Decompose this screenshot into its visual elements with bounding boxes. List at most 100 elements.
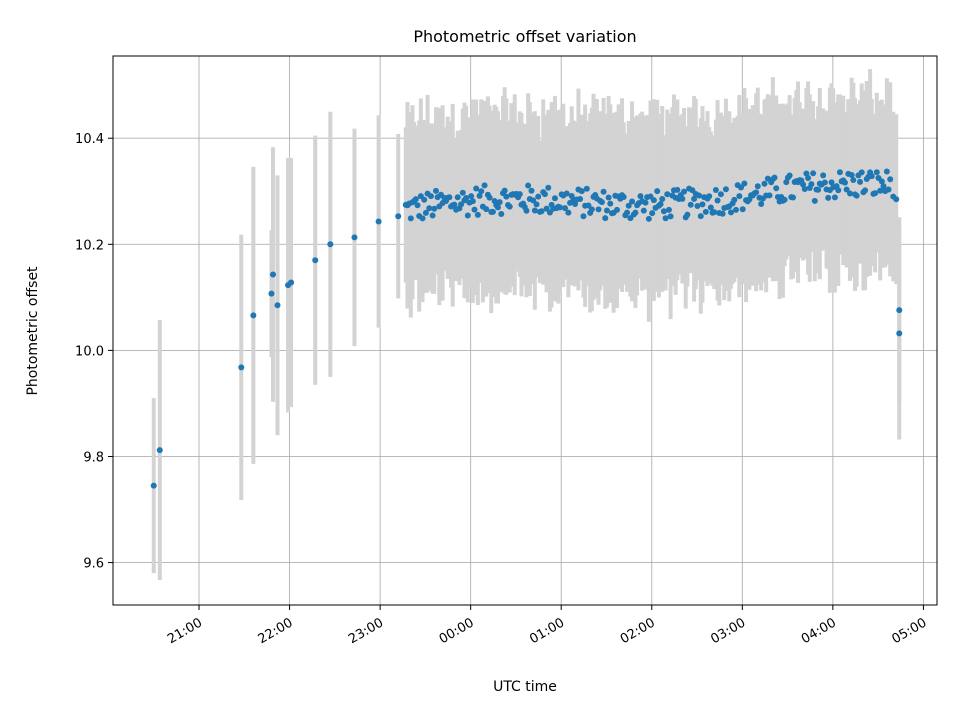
data-point	[238, 364, 245, 371]
data-point	[545, 184, 552, 191]
data-point	[473, 185, 480, 192]
data-point	[727, 209, 734, 216]
x-tick-label: 01:00	[527, 615, 567, 647]
data-point	[250, 312, 257, 319]
data-point	[578, 188, 585, 195]
data-point	[464, 212, 471, 219]
data-point	[664, 191, 671, 198]
data-point	[471, 206, 478, 213]
data-point	[156, 447, 163, 454]
data-point	[556, 204, 563, 211]
data-point	[731, 196, 738, 203]
data-point	[789, 194, 796, 201]
x-tick-label: 02:00	[618, 615, 658, 647]
data-point	[538, 208, 545, 215]
data-point	[645, 215, 652, 222]
data-point	[843, 186, 850, 193]
data-point	[583, 185, 590, 192]
data-point	[766, 192, 773, 199]
data-point	[531, 207, 538, 214]
data-point	[268, 290, 275, 297]
plot-frame	[112, 55, 938, 606]
data-point	[733, 206, 740, 213]
data-point	[426, 205, 433, 212]
data-point	[868, 173, 875, 180]
data-point	[717, 191, 724, 198]
y-tick-label: 10.4	[75, 132, 104, 147]
data-point	[427, 193, 434, 200]
y-tick-label: 10.2	[75, 238, 104, 253]
data-point	[312, 257, 319, 264]
data-point	[681, 188, 688, 195]
data-point	[431, 205, 438, 212]
data-point	[607, 200, 614, 207]
data-point	[853, 192, 860, 199]
data-point	[565, 209, 572, 216]
data-point	[659, 195, 666, 202]
data-point	[375, 218, 382, 225]
data-point	[783, 179, 790, 186]
data-point	[872, 190, 879, 197]
x-tick-label: 00:00	[437, 615, 477, 647]
data-point	[503, 193, 510, 200]
data-point	[808, 181, 815, 188]
data-point	[687, 201, 694, 208]
data-point	[474, 211, 481, 218]
data-point	[707, 204, 714, 211]
data-point	[880, 183, 887, 190]
data-point	[432, 187, 439, 194]
data-point	[637, 193, 644, 200]
data-point	[580, 213, 587, 220]
data-point	[719, 210, 726, 217]
point-layer	[150, 168, 903, 489]
data-point	[654, 188, 661, 195]
data-point	[463, 195, 470, 202]
y-tick-label: 9.8	[83, 450, 104, 465]
data-point	[288, 279, 295, 286]
data-point	[862, 187, 869, 194]
data-point	[699, 201, 706, 208]
x-tick-label: 03:00	[708, 615, 748, 647]
y-tick-label: 9.6	[83, 557, 104, 572]
data-point	[835, 187, 842, 194]
data-point	[831, 194, 838, 201]
data-point	[674, 186, 681, 193]
data-point	[887, 176, 894, 183]
data-point	[274, 302, 281, 309]
data-point	[395, 213, 402, 220]
data-point	[577, 196, 584, 203]
data-point	[528, 187, 535, 194]
data-point	[632, 209, 639, 216]
chart-title: Photometric offset variation	[413, 27, 636, 46]
x-tick-label: 22:00	[256, 615, 296, 647]
data-point	[896, 330, 903, 337]
data-point	[893, 196, 900, 203]
x-tick-label: 05:00	[889, 615, 929, 647]
data-point	[846, 190, 853, 197]
data-point	[269, 271, 276, 278]
data-point	[530, 197, 537, 204]
data-point	[696, 192, 703, 199]
data-point	[476, 192, 483, 199]
data-point	[850, 177, 857, 184]
data-point	[821, 179, 828, 186]
data-point	[877, 187, 884, 194]
data-point	[478, 188, 485, 195]
data-point	[419, 215, 426, 222]
data-point	[562, 205, 569, 212]
data-point	[711, 209, 718, 216]
data-point	[702, 208, 709, 215]
data-point	[516, 191, 523, 198]
data-point	[624, 209, 631, 216]
data-point	[458, 201, 465, 208]
data-point	[481, 182, 488, 189]
data-point	[412, 196, 419, 203]
data-point	[535, 193, 542, 200]
data-point	[697, 213, 704, 220]
data-point	[657, 201, 664, 208]
data-point	[649, 210, 656, 217]
data-point	[351, 234, 358, 241]
data-point	[758, 200, 765, 207]
data-point	[810, 170, 817, 177]
